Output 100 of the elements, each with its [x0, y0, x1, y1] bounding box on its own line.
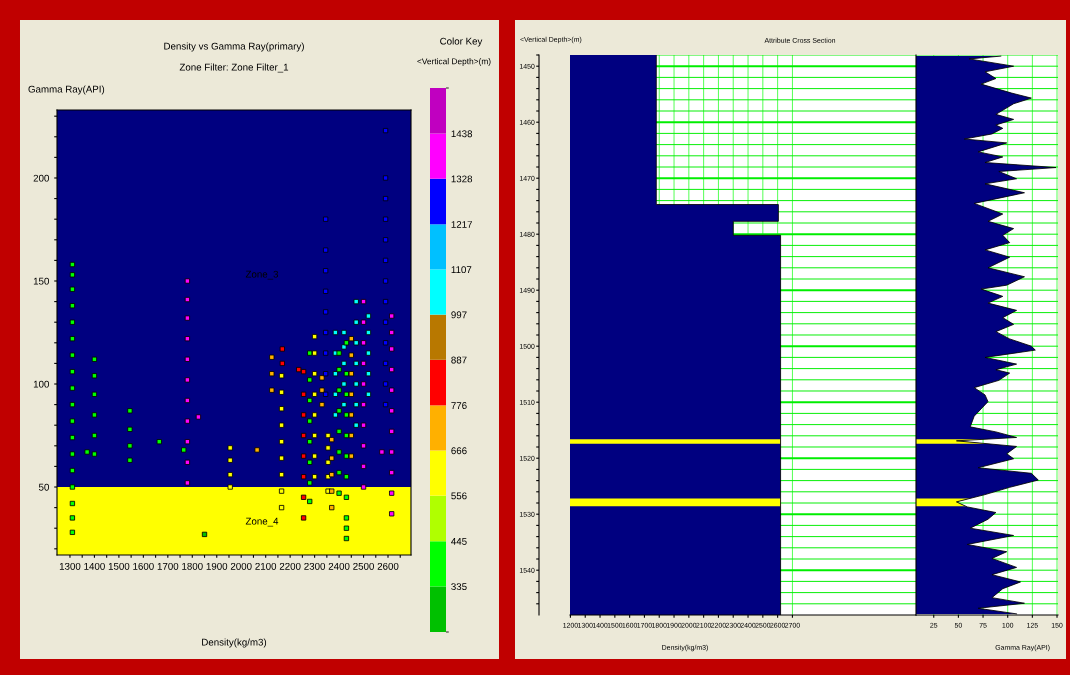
point [382, 127, 389, 134]
point [300, 453, 307, 459]
point [336, 428, 342, 434]
point [307, 439, 313, 445]
point [69, 467, 76, 474]
point [348, 336, 354, 342]
point [329, 505, 335, 511]
point [300, 432, 307, 439]
point [227, 445, 233, 451]
point [311, 412, 318, 418]
point [184, 296, 191, 303]
point [69, 369, 76, 375]
point [184, 439, 191, 445]
x-tick-label: 2000 [230, 562, 252, 570]
y-tick-label: 50 [38, 483, 49, 491]
x-tick-label: 2600 [377, 562, 399, 570]
point [336, 408, 342, 414]
point [382, 360, 389, 367]
point [336, 387, 342, 393]
x-tick-label: 2300 [304, 562, 326, 570]
point [336, 366, 342, 373]
y-tick-label: 100 [33, 380, 49, 388]
x-tick-label: 1300 [59, 562, 81, 570]
x-tick-label: 1700 [157, 562, 179, 570]
point [311, 432, 318, 439]
y-tick-label: 200 [33, 174, 49, 182]
point [300, 391, 307, 397]
x-tick-label: 1900 [206, 562, 228, 570]
point [348, 391, 354, 397]
color-bar-label: 776 [451, 402, 467, 409]
x-tick-label: 1400 [84, 562, 105, 570]
color-bar-label: 335 [451, 583, 467, 591]
point [69, 529, 76, 535]
point [279, 346, 285, 352]
point [69, 500, 76, 507]
point [300, 474, 307, 480]
x-axis-title: Density(kg/m3) [202, 638, 267, 648]
point [269, 387, 275, 393]
x-tick-label: 1800 [182, 562, 203, 570]
point [325, 432, 331, 439]
legend-title: Color Key [440, 37, 483, 47]
point [227, 472, 233, 478]
point [365, 391, 372, 397]
point [300, 494, 307, 500]
point [348, 432, 354, 439]
point [91, 432, 98, 439]
point [323, 329, 329, 336]
color-bar-label: 445 [451, 538, 467, 545]
point [307, 418, 313, 424]
point [69, 261, 76, 268]
point [69, 434, 76, 441]
point [311, 453, 318, 459]
chart-subtitle: Zone Filter: Zone Filter_1 [179, 63, 289, 73]
color-bar-label: 887 [451, 356, 467, 364]
point [311, 371, 318, 377]
point [348, 412, 354, 418]
annotation: Zone_4 [245, 517, 279, 527]
point [184, 336, 191, 342]
point [348, 371, 354, 377]
color-bar-label: 1328 [451, 175, 473, 183]
point [329, 455, 335, 461]
point [307, 480, 313, 486]
x-tick-label: 2500 [353, 562, 374, 570]
point [307, 498, 313, 505]
point [307, 350, 313, 356]
point [278, 505, 285, 511]
point [329, 488, 335, 494]
point [300, 515, 307, 521]
point [360, 463, 367, 470]
point [311, 334, 318, 340]
color-bar-label: 556 [451, 492, 467, 500]
point [319, 401, 325, 408]
chart-title: Density vs Gamma Ray(primary) [164, 42, 304, 52]
point [319, 375, 325, 381]
color-bar-label: 1107 [451, 266, 472, 274]
x-tick-label: 1500 [108, 562, 130, 570]
point [307, 459, 313, 465]
color-bar-label: 666 [451, 447, 467, 455]
point [382, 195, 389, 202]
point [336, 469, 342, 476]
point [311, 350, 318, 356]
point [389, 329, 395, 336]
color-bar-label: 997 [451, 311, 467, 319]
point [332, 329, 339, 336]
x-tick-label: 1600 [133, 562, 154, 570]
point [382, 401, 389, 408]
point [325, 445, 331, 451]
color-bar-title: <Vertical Depth>(m) [417, 58, 491, 66]
point [278, 472, 285, 478]
color-bar-label: 1217 [451, 221, 472, 228]
point [300, 412, 307, 418]
point [323, 268, 329, 274]
point [360, 360, 367, 367]
point [329, 472, 335, 478]
point [389, 366, 395, 373]
x-tick-label: 2400 [328, 562, 350, 570]
point [254, 447, 260, 453]
point [336, 490, 342, 496]
point [360, 298, 367, 305]
point [336, 350, 342, 356]
